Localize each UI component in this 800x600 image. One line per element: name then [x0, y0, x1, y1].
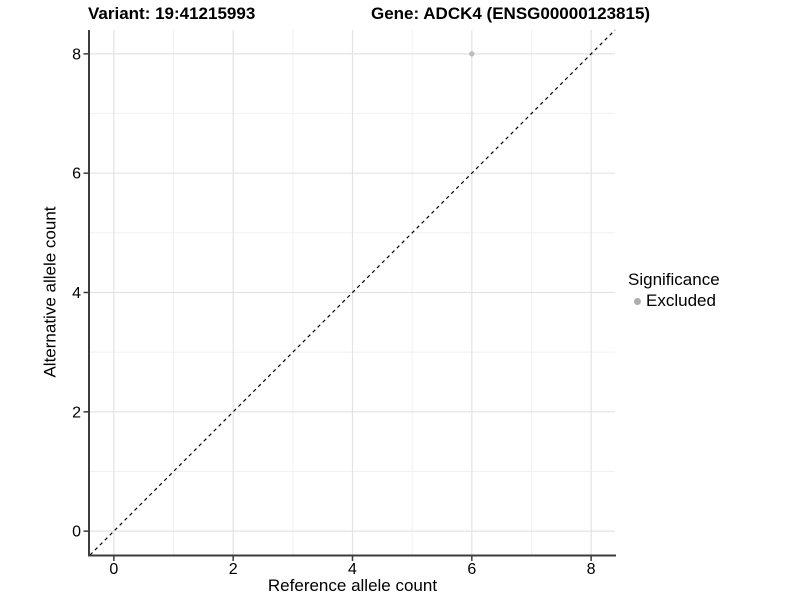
gene-title: Gene: ADCK4 (ENSG00000123815) — [371, 4, 651, 23]
identity-line — [89, 29, 616, 556]
x-tick-label: 6 — [467, 561, 476, 578]
legend: Significance Excluded — [628, 270, 720, 311]
y-tick-label: 6 — [72, 166, 81, 183]
x-tick-label: 2 — [229, 561, 238, 578]
legend-item-label: Excluded — [646, 291, 716, 310]
y-tick-label: 0 — [72, 524, 81, 541]
x-tick-label: 0 — [109, 561, 118, 578]
y-tick-label: 4 — [72, 285, 81, 302]
legend-item-excluded: Excluded — [628, 291, 720, 311]
y-axis-title: Alternative allele count — [40, 206, 60, 378]
legend-title: Significance — [628, 270, 720, 289]
excluded-point-icon — [634, 297, 641, 305]
x-tick-label: 4 — [348, 561, 357, 578]
y-tick-label: 8 — [72, 46, 81, 63]
y-tick-label: 2 — [72, 404, 81, 421]
x-tick-label: 8 — [587, 561, 596, 578]
x-axis-title: Reference allele count — [267, 576, 438, 595]
data-point-excluded — [469, 51, 475, 57]
variant-title: Variant: 19:41215993 — [88, 4, 256, 23]
